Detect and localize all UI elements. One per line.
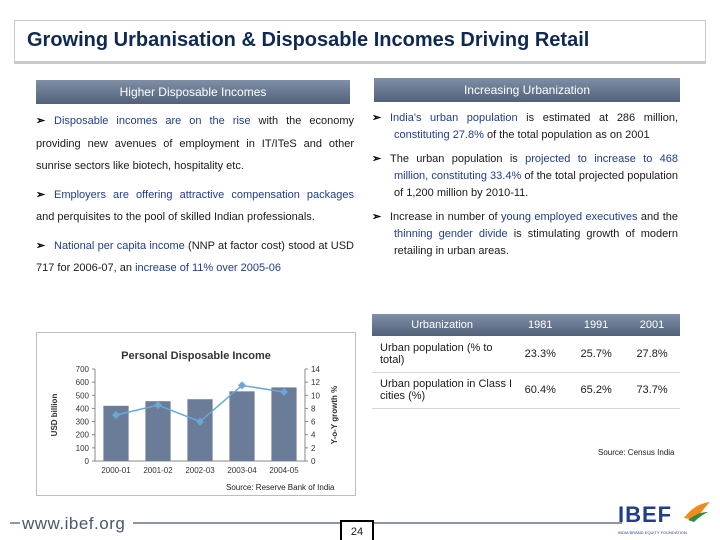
x-tick-label: 2004-05 [269, 466, 299, 475]
y-tick-label: 100 [76, 444, 90, 453]
x-tick-label: 2002-03 [185, 466, 215, 475]
table-header-2001: 2001 [624, 314, 680, 336]
table-source: Source: Census India [598, 448, 675, 457]
ibef-logo: IBEF INDIA BRAND EQUITY FOUNDATION [618, 498, 714, 538]
arrow-bullet-icon: ➢ [36, 115, 46, 127]
growth-point [196, 417, 204, 426]
bullet-highlight-2: increase of 11% over 2005-06 [135, 262, 282, 274]
table-header-row: Urbanization 1981 1991 2001 [372, 314, 680, 336]
bullet-text: with the economy providing new avenues o… [36, 115, 355, 172]
y-tick-label: 200 [76, 431, 90, 440]
x-tick-label: 2003-04 [227, 466, 257, 475]
y2-axis-label: Y-o-Y growth % [330, 386, 339, 445]
bullet-highlight: Employers are offering attractive compen… [54, 188, 354, 201]
y2-tick-label: 4 [311, 431, 316, 440]
arrow-bullet-icon: ➢ [372, 112, 382, 124]
arrow-bullet-icon: ➢ [36, 239, 46, 252]
cell-1981: 23.3% [512, 336, 569, 373]
y2-tick-label: 8 [311, 404, 316, 413]
y2-tick-label: 2 [311, 444, 316, 453]
logo-text: IBEF [618, 502, 673, 527]
cell-1981: 60.4% [512, 372, 569, 409]
bullet-highlight: Disposable incomes are on the rise [54, 115, 251, 127]
growth-point [112, 411, 120, 419]
bullet-highlight: projected to increase to 468 million, co… [394, 153, 678, 182]
chart-bar [271, 387, 297, 461]
chart-bar [187, 399, 213, 461]
bullet-highlight: young employed executives [500, 211, 638, 223]
y2-tick-label: 12 [311, 378, 320, 387]
bullet-projection: ➢ The urban population is projected to in… [372, 151, 678, 202]
bullet-young-executives: ➢ Increase in number of young employed ex… [372, 209, 678, 260]
personal-income-chart: Personal Disposable Income 700 600 500 400 30… [36, 332, 356, 496]
x-tick-label: 2001-02 [143, 466, 173, 475]
chart-bar [229, 391, 255, 461]
cell-1991: 65.2% [568, 372, 625, 409]
bullet-text: is estimated at 286 million, [517, 112, 679, 124]
footer-url[interactable]: www.ibef.org [20, 514, 134, 534]
table-header-urbanization: Urbanization [372, 314, 513, 336]
growth-point [280, 388, 288, 396]
slide-title: Growing Urbanisation & Disposable Income… [27, 29, 590, 51]
bullet-text-start: Increase in number of [390, 211, 501, 223]
y2-tick-label: 10 [311, 391, 320, 400]
y-tick-label: 600 [76, 378, 90, 387]
bullet-highlight-2: constituting 27.8% [394, 129, 484, 141]
bullet-text: (NNP at factor cost) stood at USD 717 fo… [36, 239, 354, 275]
left-bullets: ➢ Disposable incomes are on the rise with… [36, 110, 354, 286]
row-label: Urban population (% to total) [372, 336, 513, 373]
right-bullets: ➢ India's urban population is estimated a… [372, 110, 678, 267]
table-row: Urban population (% to total) 23.3% 25.7… [372, 336, 680, 373]
y2-tick-label: 14 [311, 365, 320, 374]
left-section-header: Higher Disposable Incomes [36, 80, 350, 104]
logo-subtitle: INDIA BRAND EQUITY FOUNDATION [618, 530, 687, 535]
x-tick-label: 2000-01 [101, 466, 131, 475]
y2-tick-label: 0 [311, 457, 316, 466]
y-tick-label: 0 [85, 457, 90, 466]
growth-point [238, 381, 246, 390]
table-header-1991: 1991 [568, 314, 625, 336]
bullet-text: of the total projected population of 1,2… [394, 170, 678, 199]
table-row: Urban population in Class I cities (%) 6… [372, 372, 680, 409]
bullet-highlight: National per capita income [54, 239, 185, 252]
row-label: Urban population in Class I cities (%) [372, 372, 513, 409]
growth-point [154, 401, 162, 410]
right-section-header: Increasing Urbanization [374, 78, 680, 102]
y2-tick-label: 6 [311, 418, 316, 427]
footer-divider [10, 522, 622, 524]
bullet-text-end: of the total population as on 2001 [483, 129, 650, 141]
y-tick-label: 300 [76, 418, 90, 427]
title-bar: Growing Urbanisation & Disposable Income… [14, 20, 706, 64]
bullet-text: and perquisites to the pool of skilled I… [36, 211, 315, 223]
cell-2001: 73.7% [624, 372, 680, 409]
bullet-urban-population: ➢ India's urban population is estimated a… [372, 110, 678, 144]
chart-bar [145, 401, 171, 461]
y-tick-label: 700 [76, 365, 90, 374]
chart-svg: Personal Disposable Income70060050040030… [50, 350, 339, 475]
cell-1991: 25.7% [568, 336, 625, 373]
bullet-highlight: India's urban population [390, 112, 518, 124]
bullet-per-capita-income: ➢ National per capita income (NNP at fact… [36, 235, 354, 280]
bird-logo-icon [684, 502, 710, 522]
arrow-bullet-icon: ➢ [372, 211, 382, 223]
bullet-text-start: The urban population is [390, 153, 526, 165]
table-header-1981: 1981 [512, 314, 569, 336]
arrow-bullet-icon: ➢ [36, 188, 46, 201]
bullet-text-end: is stimulating growth of modern retailin… [394, 228, 678, 257]
page-number: 24 [340, 520, 374, 540]
cell-2001: 27.8% [624, 336, 680, 373]
y-axis-label: USD billion [50, 394, 59, 437]
urbanization-table: Urbanization 1981 1991 2001 Urban popula… [372, 314, 680, 409]
bullet-text: and the [637, 211, 678, 223]
y-tick-label: 500 [76, 391, 90, 400]
y-tick-label: 400 [76, 404, 90, 413]
bullet-highlight-2: thinning gender divide [394, 228, 508, 240]
chart-source: Source: Reserve Bank of India [226, 483, 335, 492]
bullet-employers: ➢ Employers are offering attractive compe… [36, 184, 354, 229]
arrow-bullet-icon: ➢ [372, 153, 382, 165]
chart-title: Personal Disposable Income [121, 350, 271, 362]
bullet-disposable-incomes: ➢ Disposable incomes are on the rise with… [36, 110, 354, 178]
